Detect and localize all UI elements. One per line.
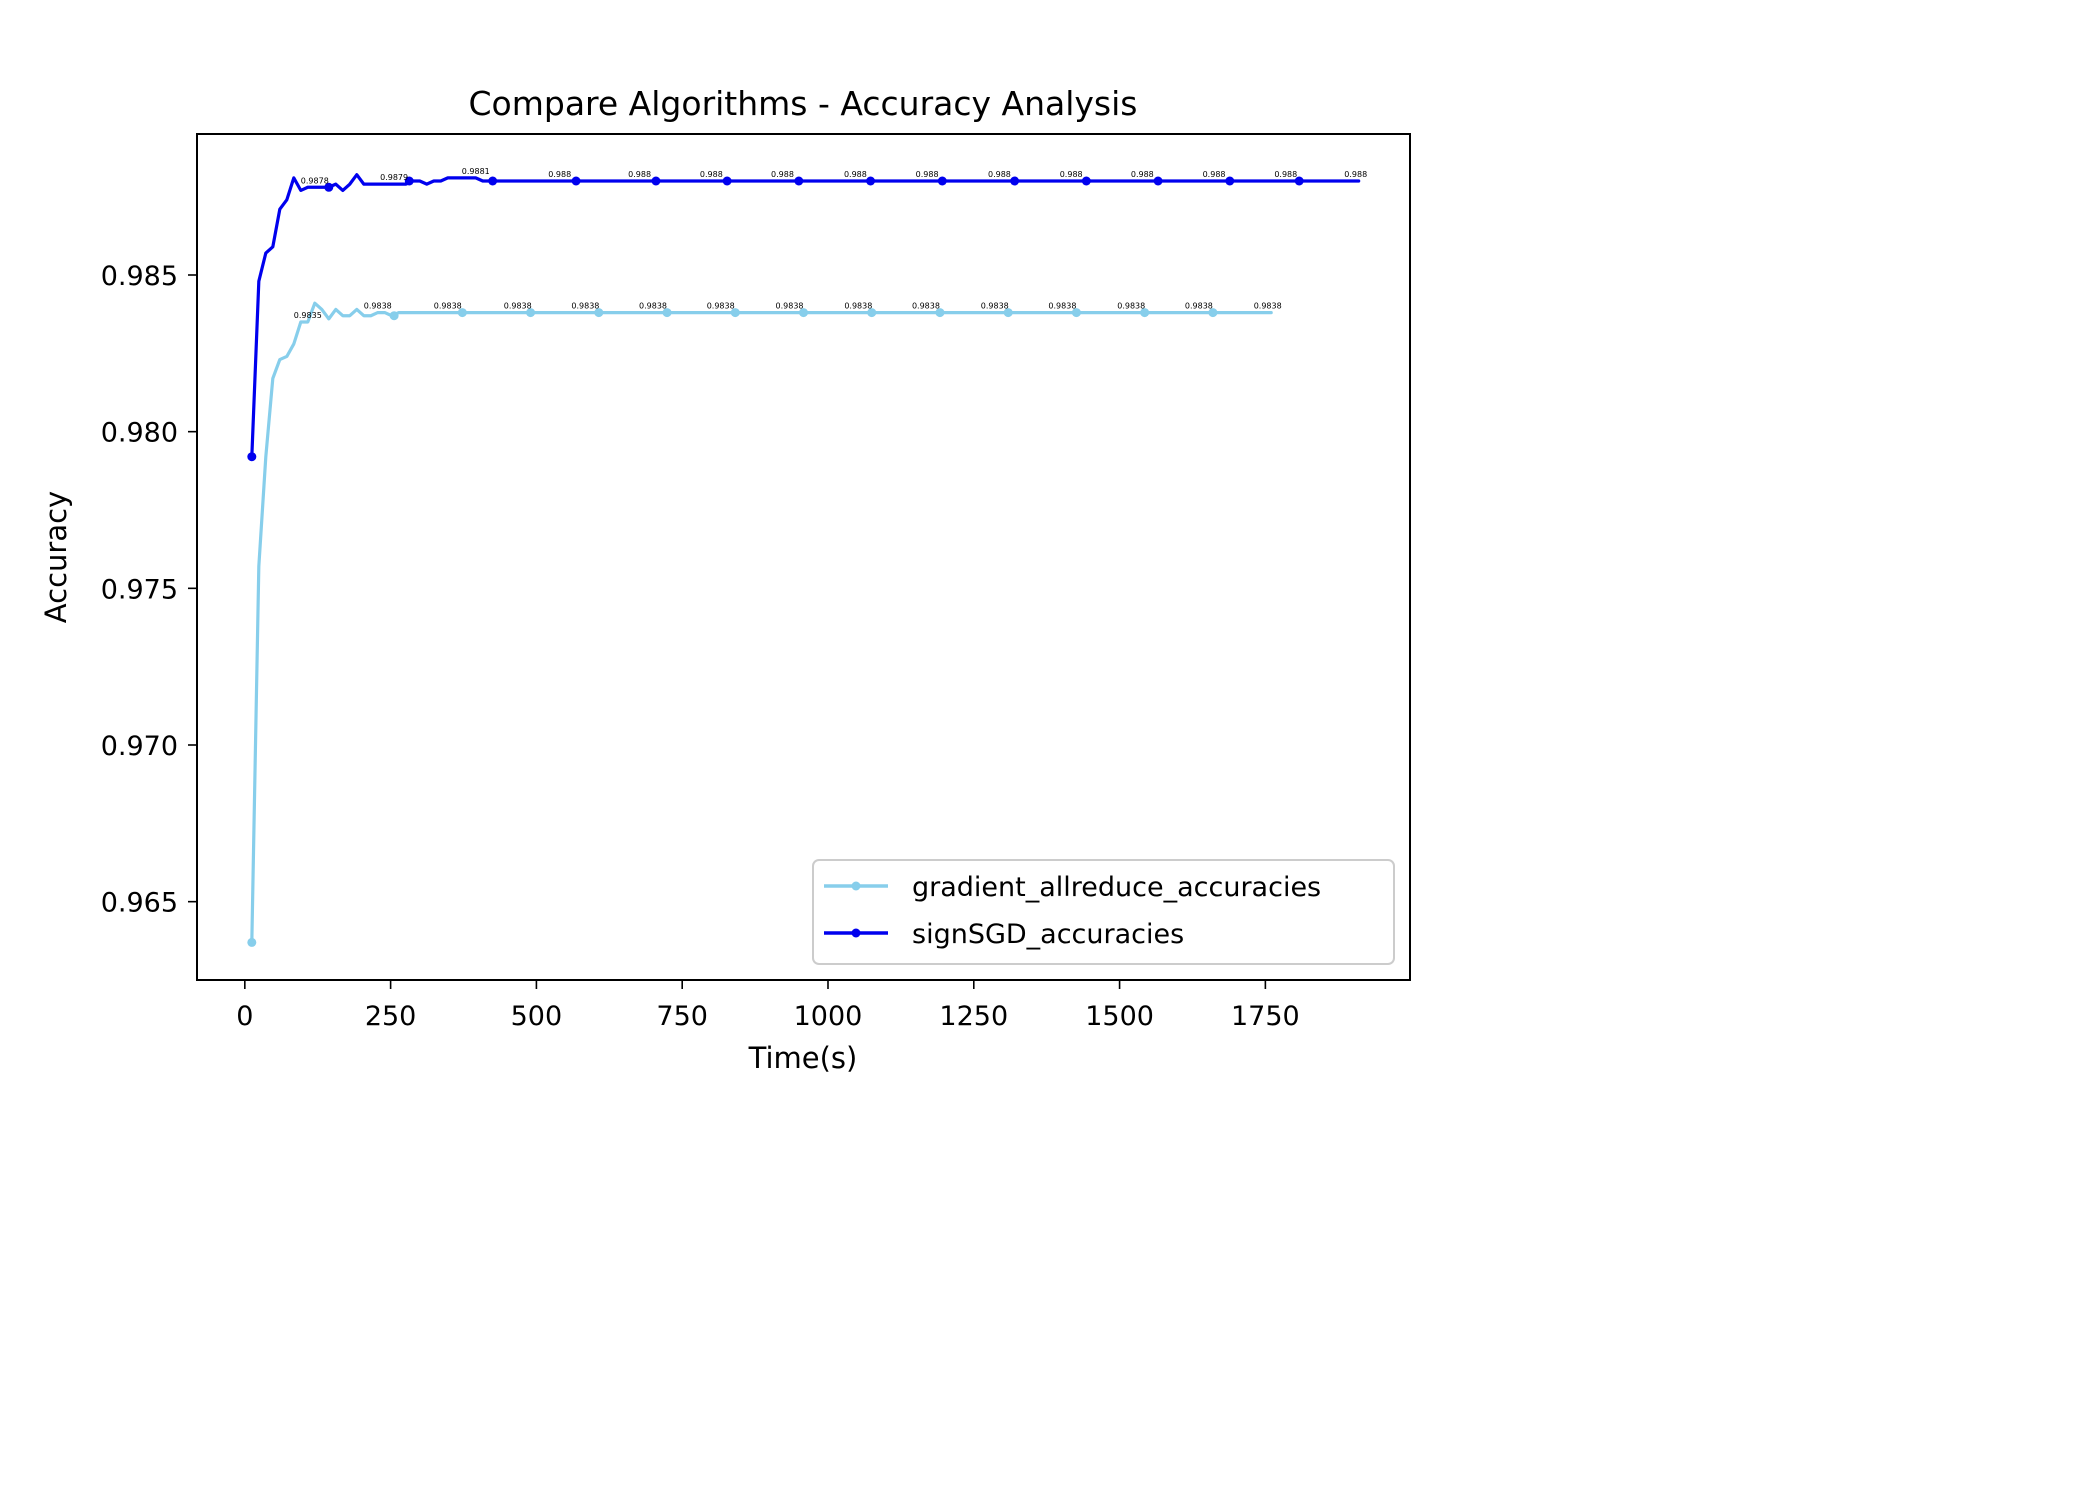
- x-tick-label: 1500: [1085, 1001, 1154, 1032]
- data-point-gradient-allreduce-accuracies: [867, 308, 877, 318]
- series-gradient-allreduce-accuracies: 0.9835 0.9838 0.9838 0.9838 0.9838 0.9838 0.98…: [247, 301, 1282, 947]
- data-label-gradient-allreduce-accuracies: 0.9838: [504, 302, 532, 311]
- x-tick-label: 1000: [794, 1001, 863, 1032]
- legend-entry-gradient-allreduce: gradient_allreduce_accuracies: [824, 872, 1321, 903]
- y-axis: 0.965 0.970 0.975 0.980 0.985: [101, 261, 197, 919]
- data-label-gradient-allreduce-accuracies: 0.9838: [364, 302, 392, 311]
- legend-entry-signsgd: signSGD_accuracies: [824, 919, 1184, 950]
- data-point-signsgd-accuracies: [937, 176, 947, 186]
- legend-marker-signsgd: [851, 928, 861, 938]
- data-label-signsgd-accuracies: 0.988: [1060, 170, 1083, 179]
- data-point-signsgd-accuracies: [324, 182, 334, 192]
- data-label-signsgd-accuracies: 0.988: [700, 170, 723, 179]
- x-tick-label: 0: [236, 1001, 253, 1032]
- y-tick-label: 0.975: [101, 574, 178, 605]
- data-label-signsgd-accuracies: 0.9878: [301, 176, 329, 185]
- data-point-signsgd-accuracies: [1225, 176, 1235, 186]
- data-label-gradient-allreduce-accuracies: 0.9838: [912, 302, 940, 311]
- data-point-gradient-allreduce-accuracies: [389, 311, 399, 321]
- data-label-gradient-allreduce-accuracies: 0.9835: [294, 311, 322, 320]
- data-label-signsgd-accuracies: 0.9879: [380, 173, 408, 182]
- data-label-signsgd-accuracies: 0.988: [771, 170, 794, 179]
- data-label-signsgd-accuracies: 0.988: [1203, 170, 1226, 179]
- y-axis-label: Accuracy: [39, 491, 73, 623]
- data-point-signsgd-accuracies: [1153, 176, 1163, 186]
- y-tick-label: 0.970: [101, 731, 178, 762]
- data-label-signsgd-accuracies: 0.988: [548, 170, 571, 179]
- data-label-gradient-allreduce-accuracies: 0.9838: [776, 302, 804, 311]
- data-point-signsgd-accuracies: [247, 452, 257, 462]
- data-point-gradient-allreduce-accuracies: [1140, 308, 1150, 318]
- data-point-gradient-allreduce-accuracies: [594, 308, 604, 318]
- data-point-gradient-allreduce-accuracies: [1003, 308, 1013, 318]
- data-label-gradient-allreduce-accuracies: 0.9838: [639, 302, 667, 311]
- data-point-gradient-allreduce-accuracies: [935, 308, 945, 318]
- data-point-gradient-allreduce-accuracies: [730, 308, 740, 318]
- data-point-signsgd-accuracies: [794, 176, 804, 186]
- x-tick-label: 250: [365, 1001, 417, 1032]
- data-label-signsgd-accuracies: 0.988: [628, 170, 651, 179]
- legend-marker-gradient-allreduce: [851, 881, 861, 891]
- y-tick-label: 0.980: [101, 418, 178, 449]
- data-point-signsgd-accuracies: [488, 176, 498, 186]
- data-point-gradient-allreduce-accuracies: [1071, 308, 1081, 318]
- data-point-signsgd-accuracies: [404, 176, 414, 186]
- data-point-gradient-allreduce-accuracies: [247, 937, 257, 947]
- data-point-gradient-allreduce-accuracies: [457, 308, 467, 318]
- chart-title: Compare Algorithms - Accuracy Analysis: [469, 84, 1138, 123]
- data-point-gradient-allreduce-accuracies: [662, 308, 672, 318]
- data-point-gradient-allreduce-accuracies: [526, 308, 536, 318]
- data-point-signsgd-accuracies: [1010, 176, 1020, 186]
- legend-label-gradient-allreduce: gradient_allreduce_accuracies: [912, 872, 1321, 903]
- data-point-signsgd-accuracies: [651, 176, 661, 186]
- data-point-gradient-allreduce-accuracies: [1208, 308, 1218, 318]
- data-label-signsgd-accuracies: 0.988: [988, 170, 1011, 179]
- x-axis-label: Time(s): [748, 1041, 858, 1075]
- data-label-gradient-allreduce-accuracies: 0.9838: [434, 302, 462, 311]
- x-tick-label: 1250: [939, 1001, 1008, 1032]
- data-label-gradient-allreduce-accuracies: 0.9838: [1185, 302, 1213, 311]
- data-label-gradient-allreduce-accuracies: 0.9838: [571, 302, 599, 311]
- data-label-gradient-allreduce-accuracies: 0.9838: [1117, 302, 1145, 311]
- legend: gradient_allreduce_accuracies signSGD_ac…: [812, 859, 1395, 965]
- line-chart: Compare Algorithms - Accuracy Analysis 0…: [39, 84, 1411, 1075]
- data-point-gradient-allreduce-accuracies: [799, 308, 808, 318]
- legend-label-signsgd: signSGD_accuracies: [912, 919, 1184, 950]
- data-label-signsgd-accuracies: 0.988: [916, 170, 939, 179]
- x-tick-label: 500: [511, 1001, 563, 1032]
- data-label-gradient-allreduce-accuracies: 0.9838: [1048, 302, 1076, 311]
- plot-frame: [196, 133, 1411, 981]
- series-line-gradient-allreduce-accuracies: [250, 301, 1273, 945]
- series-signsgd-accuracies: 0.9878 0.9879 0.9881 0.988 0.988 0.988 0.988 0.…: [247, 167, 1367, 462]
- data-point-signsgd-accuracies: [1081, 176, 1091, 186]
- data-label-signsgd-accuracies: 0.9881: [462, 167, 490, 176]
- data-label-gradient-allreduce-accuracies: 0.9838: [1254, 302, 1282, 311]
- data-point-signsgd-accuracies: [866, 176, 876, 186]
- data-label-signsgd-accuracies: 0.988: [1344, 170, 1367, 179]
- x-tick-label: 750: [656, 1001, 708, 1032]
- data-point-signsgd-accuracies: [1294, 176, 1304, 186]
- legend-box: [812, 859, 1395, 965]
- data-point-signsgd-accuracies: [571, 176, 581, 186]
- data-label-signsgd-accuracies: 0.988: [1274, 170, 1297, 179]
- data-label-signsgd-accuracies: 0.988: [1131, 170, 1154, 179]
- data-label-gradient-allreduce-accuracies: 0.9838: [707, 302, 735, 311]
- data-label-signsgd-accuracies: 0.988: [844, 170, 867, 179]
- x-axis: 0 250 500 750 1000 1250 1500 1750: [236, 980, 1300, 1032]
- data-label-gradient-allreduce-accuracies: 0.9838: [981, 302, 1009, 311]
- x-tick-label: 1750: [1231, 1001, 1300, 1032]
- chart-container: Compare Algorithms - Accuracy Analysis 0…: [39, 84, 1411, 1075]
- data-label-gradient-allreduce-accuracies: 0.9838: [844, 302, 872, 311]
- y-tick-label: 0.985: [101, 261, 178, 292]
- y-tick-label: 0.965: [101, 888, 178, 919]
- data-point-signsgd-accuracies: [722, 176, 732, 186]
